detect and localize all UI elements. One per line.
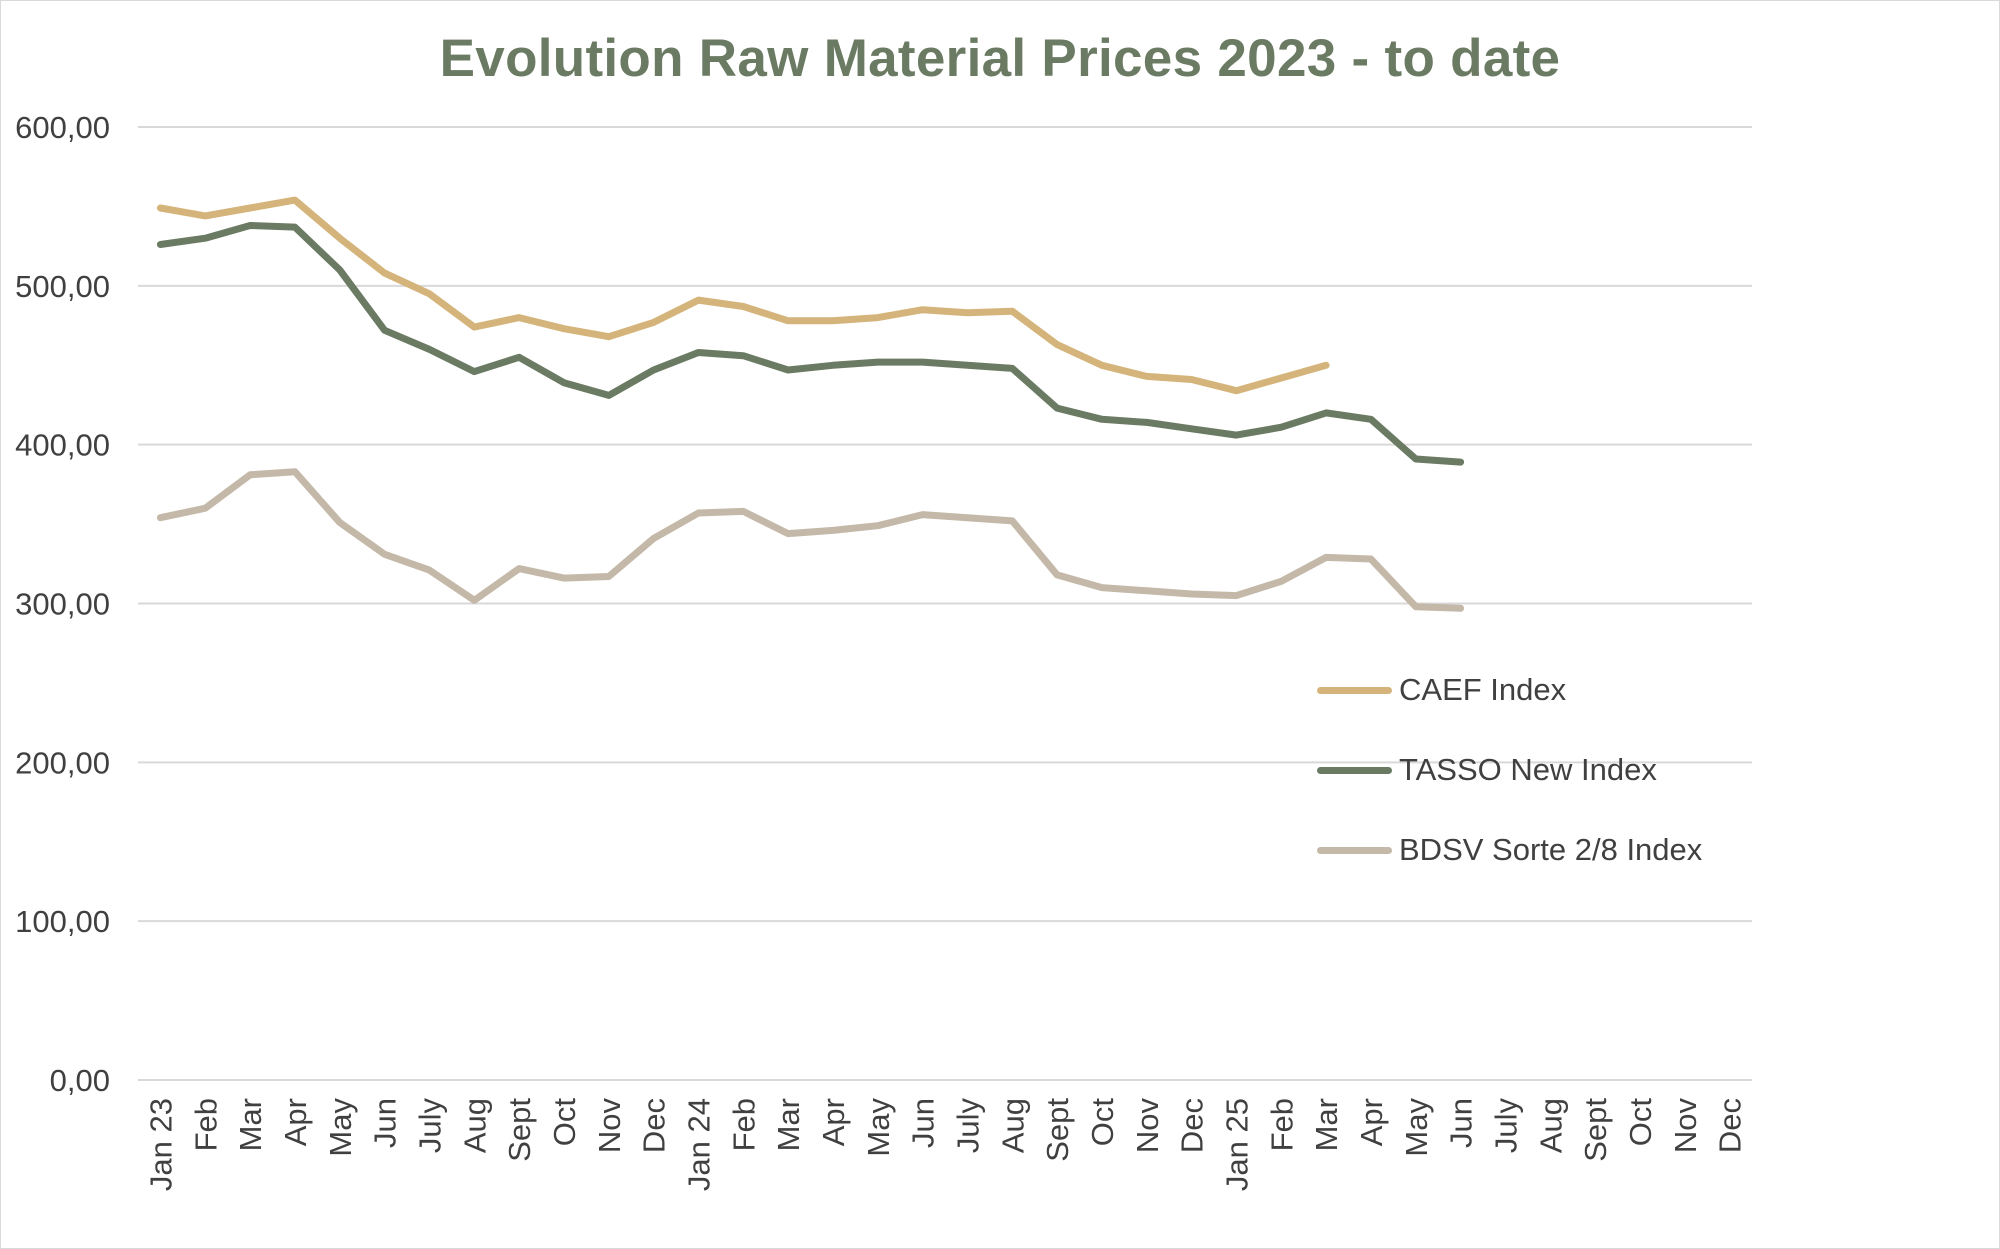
- x-tick-label: Jun: [1444, 1098, 1479, 1148]
- y-axis-ticks: 0,00 100,00 200,00 300,00 400,00 500,00 600,00: [15, 110, 110, 1098]
- x-tick-label: Jan 24: [681, 1098, 716, 1191]
- legend-label-bdsv: BDSV Sorte 2/8 Index: [1399, 832, 1703, 867]
- x-tick-label: Jun: [368, 1098, 403, 1148]
- y-tick-label: 200,00: [15, 745, 110, 780]
- x-tick-label: Sept: [502, 1098, 537, 1162]
- x-tick-label: July: [1488, 1098, 1523, 1154]
- y-tick-label: 100,00: [15, 904, 110, 939]
- x-tick-label: Sept: [1040, 1098, 1075, 1162]
- x-tick-label: Feb: [726, 1098, 761, 1151]
- x-tick-label: Feb: [188, 1098, 223, 1151]
- y-tick-label: 300,00: [15, 587, 110, 622]
- x-tick-label: Aug: [1533, 1098, 1568, 1153]
- x-tick-label: Dec: [1713, 1098, 1748, 1153]
- legend-label-tasso: TASSO New Index: [1399, 752, 1657, 787]
- legend-swatch-caef: [1317, 687, 1392, 694]
- x-tick-label: Jun: [906, 1098, 941, 1148]
- legend-swatch-tasso: [1317, 767, 1392, 774]
- x-tick-label: Mar: [1309, 1098, 1344, 1151]
- x-tick-label: Nov: [1668, 1098, 1703, 1154]
- x-tick-label: July: [950, 1098, 985, 1154]
- y-tick-label: 600,00: [15, 110, 110, 145]
- x-tick-label: Jan 23: [143, 1098, 178, 1191]
- x-tick-label: Feb: [1264, 1098, 1299, 1151]
- x-tick-label: Oct: [547, 1098, 582, 1147]
- x-tick-label: July: [412, 1098, 447, 1154]
- x-tick-label: Oct: [1085, 1098, 1120, 1147]
- legend-label-caef: CAEF Index: [1399, 672, 1567, 707]
- y-tick-label: 400,00: [15, 428, 110, 463]
- series-line-0: [156, 196, 1330, 395]
- legend-swatch-bdsv: [1317, 847, 1392, 854]
- series-line-1: [156, 222, 1465, 466]
- x-tick-label: Dec: [637, 1098, 672, 1153]
- x-tick-label: Aug: [995, 1098, 1030, 1153]
- x-tick-label: Apr: [816, 1098, 851, 1146]
- x-axis-ticks: Jan 23 Feb Mar Apr May Jun July Aug Sept Oct Nov De…: [143, 1098, 1747, 1192]
- x-tick-label: Dec: [1175, 1098, 1210, 1153]
- x-tick-label: May: [1399, 1098, 1434, 1157]
- series-lines: [156, 196, 1465, 612]
- y-tick-label: 500,00: [15, 269, 110, 304]
- chart-title: Evolution Raw Material Prices 2023 - to …: [439, 29, 1561, 88]
- x-tick-label: Sept: [1578, 1098, 1613, 1162]
- x-tick-label: Oct: [1623, 1098, 1658, 1147]
- x-tick-label: Jan 25: [1219, 1098, 1254, 1191]
- x-tick-label: Mar: [771, 1098, 806, 1151]
- x-tick-label: Aug: [457, 1098, 492, 1153]
- x-tick-label: May: [861, 1098, 896, 1157]
- series-line-2: [156, 468, 1465, 612]
- x-tick-label: Apr: [278, 1098, 313, 1146]
- x-tick-label: Nov: [592, 1098, 627, 1154]
- x-tick-label: Nov: [1130, 1098, 1165, 1154]
- x-tick-label: May: [323, 1098, 358, 1157]
- x-tick-label: Apr: [1354, 1098, 1389, 1146]
- x-tick-label: Mar: [233, 1098, 268, 1151]
- grid-lines: [138, 126, 1752, 1081]
- y-tick-label: 0,00: [50, 1063, 110, 1098]
